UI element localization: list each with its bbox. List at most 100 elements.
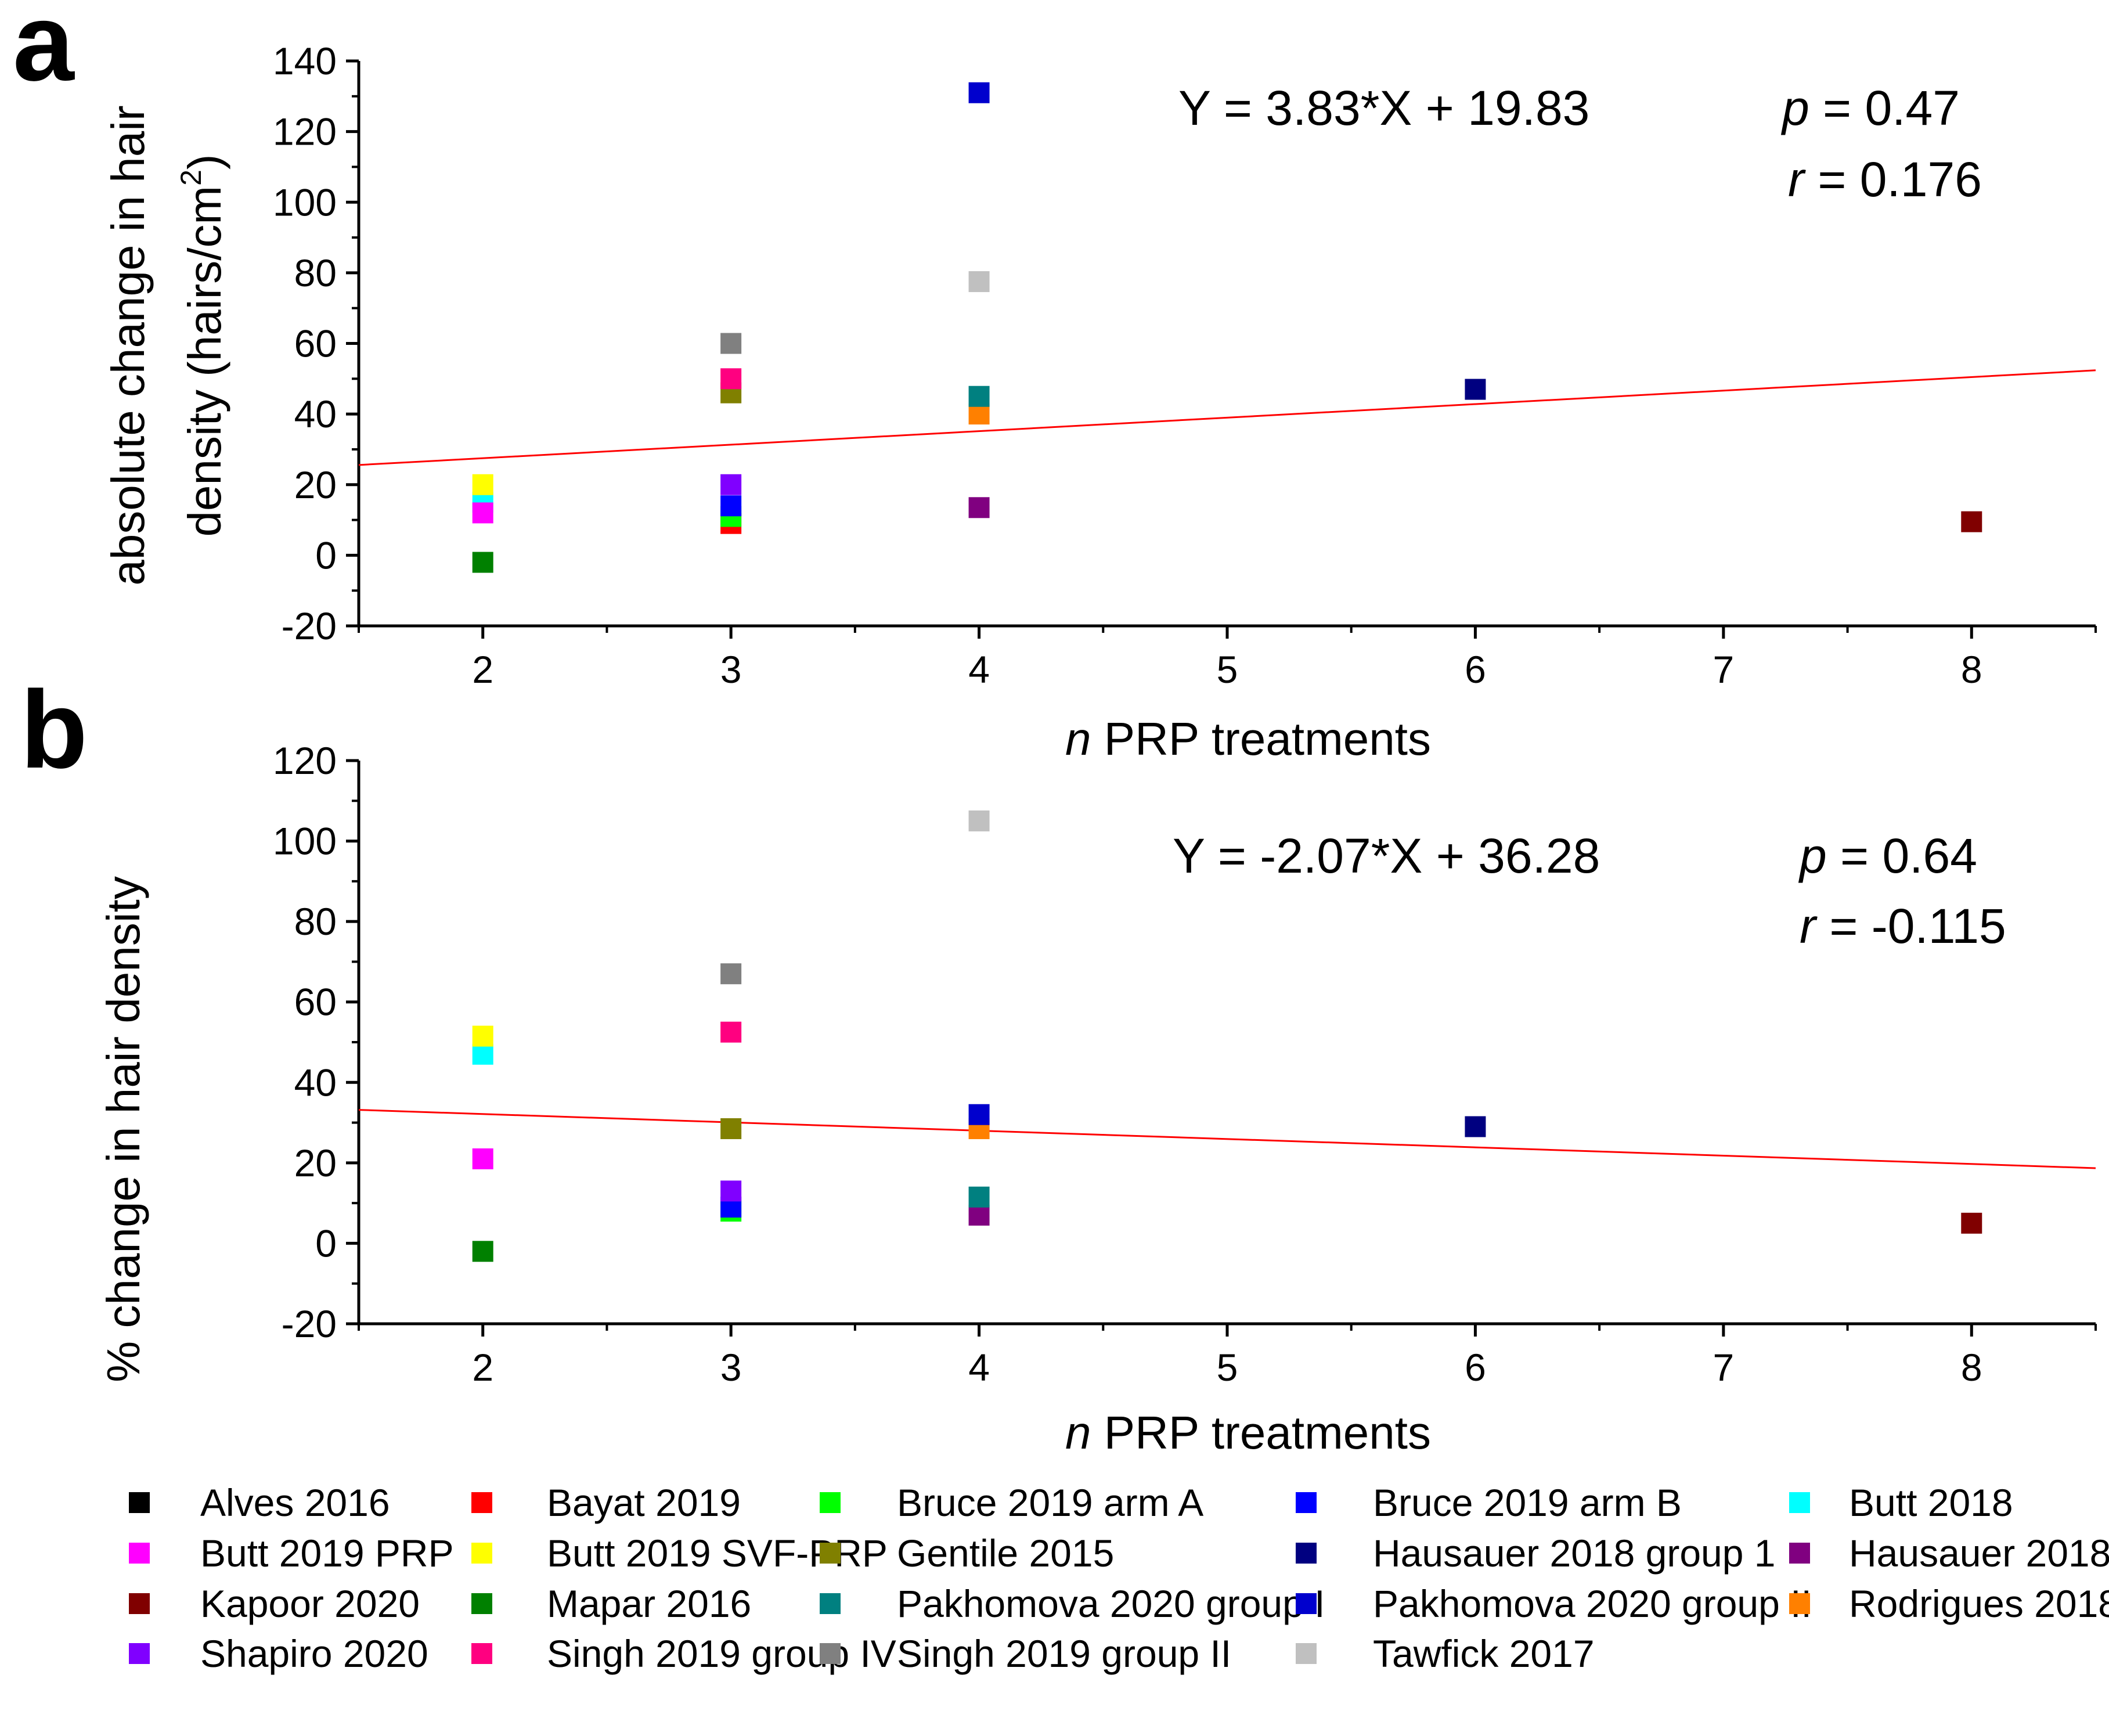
- legend-marker: [129, 1593, 150, 1614]
- panel-a-point: [968, 271, 990, 293]
- legend-label: Shapiro 2020: [200, 1632, 428, 1675]
- panel-b-x-tick-label: 3: [720, 1346, 742, 1389]
- panel-b-x-tick-label: 7: [1713, 1346, 1734, 1389]
- panel-a-point: [472, 502, 493, 524]
- legend-marker: [1296, 1643, 1317, 1664]
- panel-b-y-tick-label: 20: [294, 1141, 337, 1184]
- legend-marker: [471, 1643, 492, 1664]
- panel-b-r-symbol: r: [1800, 899, 1818, 953]
- legend-marker: [1296, 1543, 1317, 1564]
- legend-label: Pakhomova 2020 group II: [1373, 1582, 1812, 1625]
- legend-marker: [1789, 1593, 1810, 1614]
- panel-a-point: [968, 386, 990, 407]
- legend-label: Mapar 2016: [547, 1582, 751, 1625]
- panel-a-y-axis-title-close: ): [179, 154, 230, 170]
- legend-marker: [1296, 1593, 1317, 1614]
- panel-b-point: [968, 1104, 990, 1125]
- panel-a-y-tick-label: 0: [315, 534, 337, 577]
- panel-b-regression-line: [358, 1109, 2096, 1169]
- panel-b-r-number: = -0.115: [1816, 899, 2006, 953]
- legend-marker: [129, 1643, 150, 1664]
- panel-a-letter: a: [13, 0, 75, 104]
- panel-a-regression-equation: Y = 3.83*X + 19.83: [1178, 81, 1589, 135]
- panel-b-x-tick-label: 5: [1217, 1346, 1238, 1389]
- panel-b-x-axis-title-italic: n: [1065, 1407, 1091, 1458]
- panel-b-x-tick-label: 4: [968, 1346, 990, 1389]
- legend-marker: [820, 1593, 841, 1614]
- panel-a-x-tick-label: 5: [1217, 648, 1238, 691]
- panel-b-point: [968, 1186, 990, 1208]
- panel-a-point: [720, 474, 742, 495]
- legend-label: Pakhomova 2020 group I: [897, 1582, 1325, 1625]
- legend-marker: [1789, 1492, 1810, 1513]
- legend-label: Gentile 2015: [897, 1532, 1114, 1575]
- legend-marker: [471, 1543, 492, 1564]
- panel-b-point: [720, 1180, 742, 1202]
- panel-a-x-tick-label: 4: [968, 648, 990, 691]
- legend-label: Tawfick 2017: [1373, 1632, 1595, 1675]
- panel-a-x-tick-label: 3: [720, 648, 742, 691]
- panel-b-point: [472, 1148, 493, 1169]
- panel-a-x-tick-label: 2: [472, 648, 493, 691]
- legend-label: Singh 2019 group II: [897, 1632, 1231, 1675]
- legend: Alves 2016 Bayat 2019 Bruce 2019 arm A Bruc…: [129, 1481, 2109, 1675]
- panel-a-y-tick-label: 100: [273, 181, 337, 224]
- panel-b-x-tick-label: 2: [472, 1346, 493, 1389]
- panel-b-point: [720, 963, 742, 985]
- panel-a-p-symbol: p: [1780, 81, 1809, 135]
- legend-label: Kapoor 2020: [200, 1582, 420, 1625]
- panel-b-y-tick-label: 100: [273, 820, 337, 863]
- legend-label: Bruce 2019 arm A: [897, 1481, 1203, 1524]
- panel-a-chart: a -20 0 20 40 60 80 100 120 140 2 3 4 5 6 7 8 n PRP tre…: [13, 0, 2097, 765]
- panel-b-y-tick-label: -20: [282, 1302, 337, 1345]
- panel-b-p-number: = 0.64: [1827, 829, 1977, 883]
- legend-label: Bruce 2019 arm B: [1373, 1481, 1682, 1524]
- panel-b-x-tick-label: 6: [1465, 1346, 1486, 1389]
- legend-marker: [820, 1492, 841, 1513]
- panel-a-point: [472, 474, 493, 495]
- panel-b-y-tick-label: 40: [294, 1061, 337, 1104]
- panel-a-y-tick-label: 20: [294, 463, 337, 506]
- panel-a-y-axis-title-line2: density (hairs/cm2): [175, 154, 230, 536]
- legend-label: Hausauer 2018 group 2: [1849, 1532, 2109, 1575]
- legend-label: Butt 2018: [1849, 1481, 2013, 1524]
- panel-b-y-tick-label: 60: [294, 981, 337, 1024]
- panel-b-y-axis-title: % change in hair density: [98, 876, 149, 1382]
- panel-a-r-number: = 0.176: [1804, 152, 1982, 207]
- panel-b-r-value: r = -0.115: [1800, 899, 2006, 953]
- panel-a-x-tick-label: 6: [1465, 648, 1486, 691]
- panel-b-regression-equation: Y = -2.07*X + 36.28: [1173, 829, 1600, 883]
- legend-label: Singh 2019 group IV: [547, 1632, 896, 1675]
- panel-a-point: [968, 497, 990, 518]
- panel-b-point: [1961, 1212, 1982, 1234]
- panel-b-point: [472, 1025, 493, 1047]
- panel-a-point: [1961, 511, 1982, 532]
- legend-marker: [1296, 1492, 1317, 1513]
- legend-label: Butt 2019 PRP: [200, 1532, 454, 1575]
- legend-marker: [129, 1492, 150, 1513]
- legend-label: Rodrigues 2018: [1849, 1582, 2109, 1625]
- panel-a-p-value: p = 0.47: [1780, 81, 1960, 135]
- legend-marker: [820, 1543, 841, 1564]
- panel-a-x-axis-title: n PRP treatments: [1065, 713, 1431, 765]
- panel-a-point: [720, 333, 742, 354]
- panel-b-letter: b: [20, 668, 88, 791]
- panel-a-x-tick-label: 7: [1713, 648, 1734, 691]
- panel-b-y-tick-label: 80: [294, 900, 337, 943]
- panel-a-x-axis-title-italic: n: [1065, 713, 1091, 765]
- legend-marker: [471, 1492, 492, 1513]
- panel-a-r-value: r = 0.176: [1788, 152, 1982, 207]
- legend-marker: [1789, 1543, 1810, 1564]
- panel-b-point: [1465, 1116, 1486, 1137]
- panel-a-point: [720, 368, 742, 390]
- panel-a-point: [720, 495, 742, 517]
- panel-a-y-axis-title-line2-text: density (hairs/cm: [179, 186, 230, 537]
- panel-a-y-axis-title-line1: absolute change in hair: [102, 105, 154, 585]
- panel-b-point: [968, 1204, 990, 1226]
- panel-a-y-axis-title-superscript: 2: [175, 170, 207, 186]
- panel-b-chart: b -20 0 20 40 60 80 100 120 2 3 4 5 6 7 8 n PRP treatm…: [20, 668, 2097, 1458]
- panel-b-y-tick-label: 0: [315, 1222, 337, 1265]
- panel-b-x-tick-label: 8: [1961, 1346, 1982, 1389]
- panel-a-regression-line: [358, 369, 2096, 466]
